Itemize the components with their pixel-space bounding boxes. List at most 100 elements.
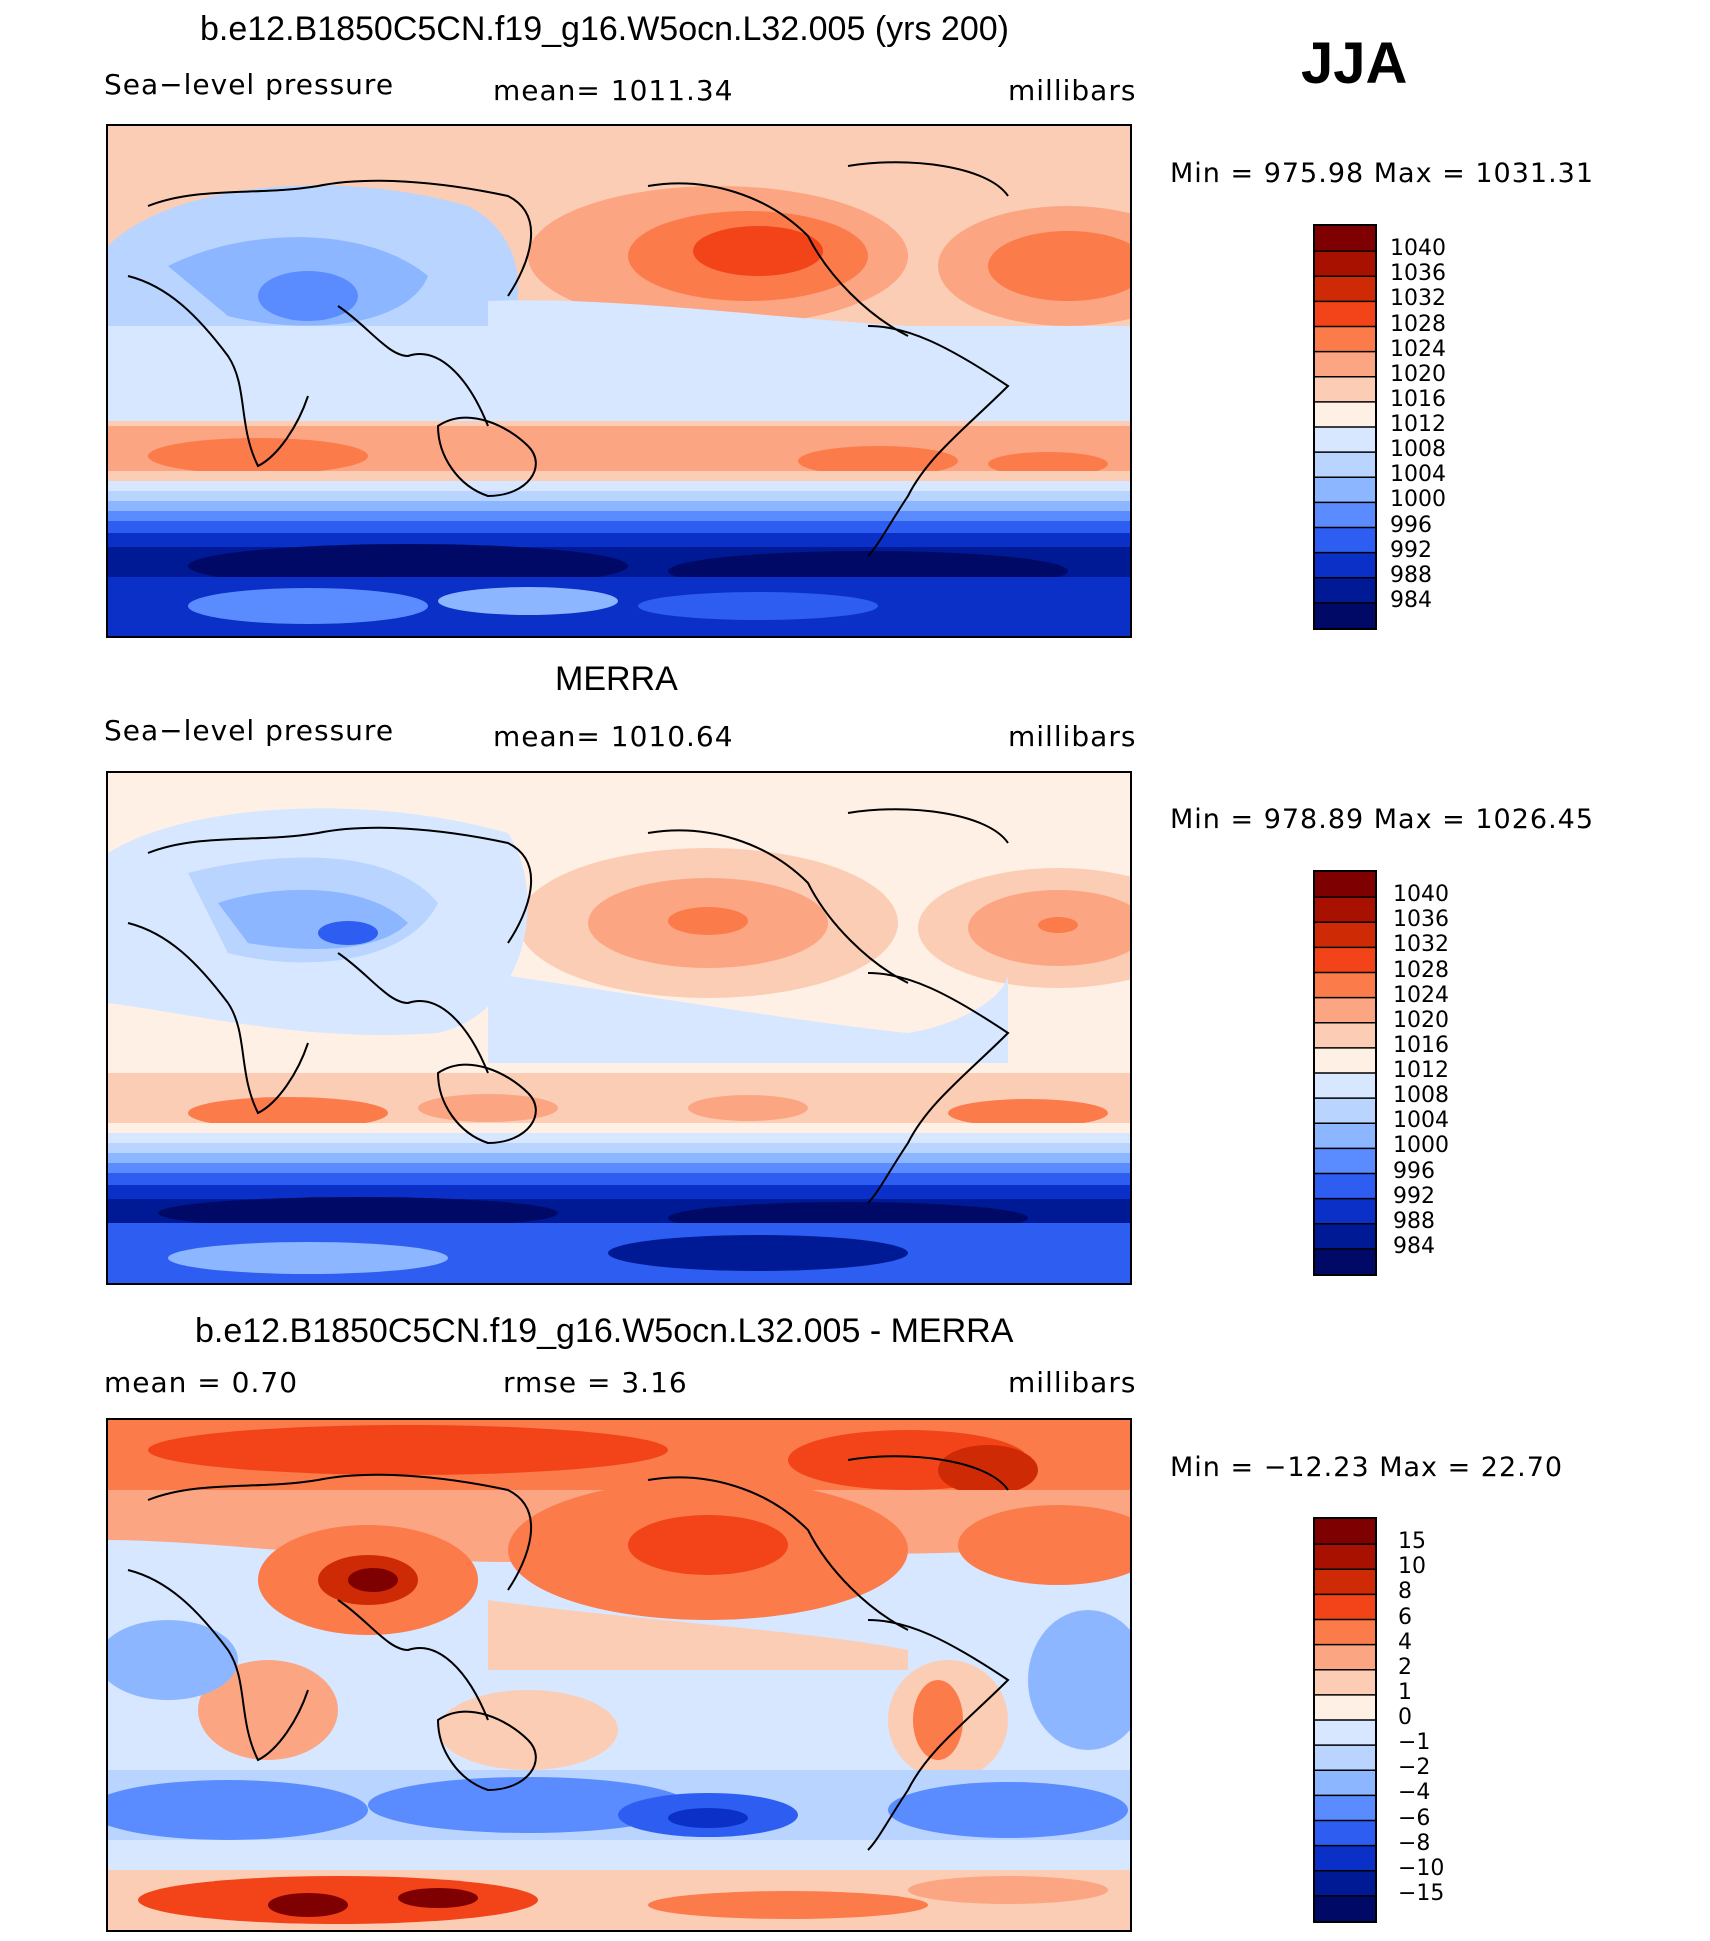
panel3-colorbar-label: 6 bbox=[1398, 1604, 1412, 1630]
panel1-colorbar-swatch bbox=[1315, 376, 1375, 403]
panel2-colorbar-swatch bbox=[1315, 1022, 1375, 1049]
panel1-map-field bbox=[108, 126, 1130, 636]
panel3-colorbar-label: 2 bbox=[1398, 1654, 1412, 1680]
panel2-minmax: Min = 978.89 Max = 1026.45 bbox=[1170, 804, 1595, 835]
panel3-colorbar bbox=[1313, 1517, 1377, 1923]
panel1-colorbar-label: 1012 bbox=[1390, 412, 1446, 437]
panel1-mean: mean= 1011.34 bbox=[493, 74, 734, 107]
panel3-colorbar-swatch bbox=[1315, 1895, 1375, 1921]
panel1-colorbar-swatches bbox=[1315, 226, 1375, 628]
panel2-colorbar-swatch bbox=[1315, 1098, 1375, 1124]
panel1-colorbar-swatch bbox=[1315, 427, 1375, 453]
panel3-colorbar-swatch bbox=[1315, 1594, 1375, 1621]
panel2-colorbar-swatch bbox=[1315, 1047, 1375, 1074]
panel1-colorbar-label: 1036 bbox=[1390, 261, 1446, 287]
panel3-map bbox=[106, 1418, 1132, 1932]
panel3-colorbar-label: −6 bbox=[1398, 1805, 1431, 1831]
season-label: JJA bbox=[1301, 31, 1408, 96]
panel1-colorbar-swatch bbox=[1315, 276, 1375, 302]
panel2-colorbar-label: 992 bbox=[1393, 1183, 1435, 1209]
panel1-colorbar-label: 988 bbox=[1390, 562, 1432, 588]
panel3-minmax: Min = −12.23 Max = 22.70 bbox=[1170, 1452, 1564, 1483]
panel3-colorbar-swatch bbox=[1315, 1745, 1375, 1771]
panel3-colorbar-label: −2 bbox=[1398, 1755, 1431, 1781]
panel2-colorbar-label: 1040 bbox=[1393, 882, 1449, 908]
panel3-rmse: rmse = 3.16 bbox=[503, 1366, 688, 1399]
panel1-colorbar-swatch bbox=[1315, 452, 1375, 478]
panel3-unit: millibars bbox=[1008, 1366, 1137, 1399]
panel1-colorbar-swatch bbox=[1315, 226, 1375, 252]
panel1-variable: Sea−level pressure bbox=[104, 68, 395, 101]
panel2-colorbar-label: 1008 bbox=[1393, 1083, 1449, 1109]
panel3-colorbar-label: 0 bbox=[1398, 1705, 1412, 1730]
panel3-map-field bbox=[108, 1420, 1130, 1930]
panel2-colorbar-swatch bbox=[1315, 922, 1375, 948]
panel3-colorbar-label: −15 bbox=[1398, 1880, 1445, 1906]
panel1-colorbar-label: 992 bbox=[1390, 537, 1432, 563]
panel3-colorbar-swatch bbox=[1315, 1845, 1375, 1872]
panel2-colorbar-label: 988 bbox=[1393, 1208, 1435, 1234]
panel3-colorbar-label: −4 bbox=[1398, 1780, 1431, 1806]
panel1-colorbar-label: 984 bbox=[1390, 587, 1432, 613]
panel1-colorbar bbox=[1313, 224, 1377, 630]
panel1-map bbox=[106, 124, 1132, 638]
panel3-colorbar-swatch bbox=[1315, 1694, 1375, 1721]
panel3-colorbar-swatch bbox=[1315, 1619, 1375, 1646]
panel2-variable: Sea−level pressure bbox=[104, 714, 395, 747]
panel1-colorbar-label: 1004 bbox=[1390, 462, 1446, 488]
panel1-colorbar-label: 1028 bbox=[1390, 311, 1446, 337]
panel3-title: b.e12.B1850C5CN.f19_g16.W5ocn.L32.005 - … bbox=[195, 1312, 1014, 1350]
panel1-colorbar-label: 1000 bbox=[1390, 487, 1446, 513]
panel3-colorbar-swatches bbox=[1315, 1519, 1375, 1921]
panel1-colorbar-swatch bbox=[1315, 401, 1375, 428]
panel3-colorbar-swatch bbox=[1315, 1644, 1375, 1671]
panel3-colorbar-label: 10 bbox=[1398, 1554, 1426, 1580]
panel3-colorbar-swatch bbox=[1315, 1720, 1375, 1746]
panel2-colorbar-label: 1016 bbox=[1393, 1032, 1449, 1058]
panel3-colorbar-swatch bbox=[1315, 1569, 1375, 1595]
panel2-colorbar-swatches bbox=[1315, 872, 1375, 1274]
panel2-colorbar-swatch bbox=[1315, 897, 1375, 923]
panel2-colorbar-swatch bbox=[1315, 1123, 1375, 1149]
panel1-title: b.e12.B1850C5CN.f19_g16.W5ocn.L32.005 (y… bbox=[200, 10, 1009, 48]
panel2-colorbar-label: 1012 bbox=[1393, 1058, 1449, 1083]
panel1-colorbar-swatch bbox=[1315, 552, 1375, 579]
panel2-map bbox=[106, 771, 1132, 1285]
panel1-colorbar-label: 1020 bbox=[1390, 361, 1446, 387]
panel2-colorbar-swatch bbox=[1315, 997, 1375, 1024]
panel1-colorbar-label: 1024 bbox=[1390, 336, 1446, 362]
panel1-colorbar-swatch bbox=[1315, 602, 1375, 628]
panel2-colorbar-swatch bbox=[1315, 1173, 1375, 1200]
panel3-colorbar-label: 4 bbox=[1398, 1629, 1412, 1655]
panel3-colorbar-label: −1 bbox=[1398, 1730, 1431, 1756]
panel3-colorbar-swatch bbox=[1315, 1820, 1375, 1847]
panel1-colorbar-swatch bbox=[1315, 301, 1375, 328]
panel2-colorbar-swatch bbox=[1315, 972, 1375, 999]
panel2-colorbar-swatch bbox=[1315, 1073, 1375, 1099]
panel3-colorbar-swatch bbox=[1315, 1669, 1375, 1696]
panel1-colorbar-label: 1008 bbox=[1390, 437, 1446, 463]
panel3-colorbar-label: −8 bbox=[1398, 1830, 1431, 1856]
panel3-mean: mean = 0.70 bbox=[104, 1366, 299, 1399]
panel1-unit: millibars bbox=[1008, 74, 1137, 107]
panel1-colorbar-label: 1040 bbox=[1390, 236, 1446, 262]
panel2-colorbar-label: 984 bbox=[1393, 1233, 1435, 1259]
panel1-minmax: Min = 975.98 Max = 1031.31 bbox=[1170, 158, 1595, 189]
panel3-colorbar-label: 8 bbox=[1398, 1579, 1412, 1605]
panel1-colorbar-swatch bbox=[1315, 502, 1375, 529]
panel2-colorbar-swatch bbox=[1315, 947, 1375, 974]
panel1-colorbar-swatch bbox=[1315, 326, 1375, 353]
panel1-colorbar-label: 1032 bbox=[1390, 286, 1446, 312]
panel1-colorbar-swatch bbox=[1315, 251, 1375, 277]
panel3-colorbar-swatch bbox=[1315, 1519, 1375, 1545]
panel3-colorbar-swatch bbox=[1315, 1770, 1375, 1796]
panel2-colorbar-label: 996 bbox=[1393, 1158, 1435, 1184]
panel2-colorbar bbox=[1313, 870, 1377, 1276]
panel2-colorbar-label: 1000 bbox=[1393, 1133, 1449, 1159]
panel2-colorbar-swatch bbox=[1315, 872, 1375, 898]
panel3-colorbar-label: 15 bbox=[1398, 1529, 1426, 1555]
panel2-title: MERRA bbox=[555, 660, 678, 698]
panel1-colorbar-swatch bbox=[1315, 577, 1375, 604]
panel2-colorbar-swatch bbox=[1315, 1148, 1375, 1175]
panel2-unit: millibars bbox=[1008, 720, 1137, 753]
